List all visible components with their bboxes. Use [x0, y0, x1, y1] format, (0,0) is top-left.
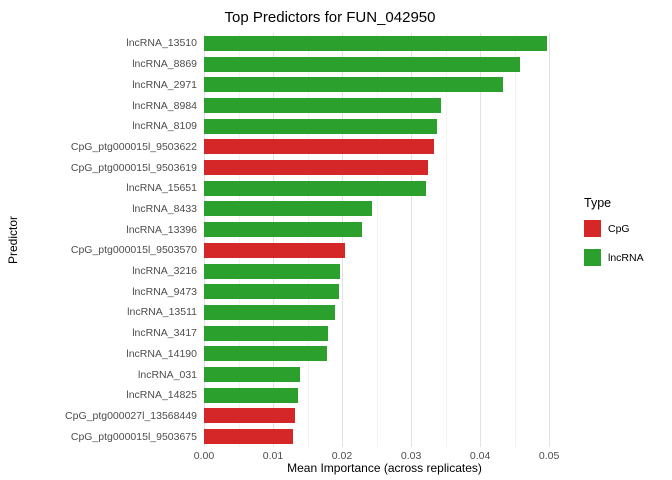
chart-title: Top Predictors for FUN_042950 [224, 9, 436, 26]
y-tick-label: CpG_ptg000015l_9503570 [70, 244, 197, 257]
gridline [273, 33, 274, 447]
bar-CpG_ptg000015l_9503622 [204, 139, 434, 155]
bar-lncRNA_9473 [204, 284, 340, 300]
y-tick-label: lncRNA_14190 [126, 347, 197, 360]
y-tick-label: lncRNA_13510 [126, 37, 197, 50]
y-tick-label: lncRNA_8869 [132, 58, 197, 70]
legend-title: Type [584, 196, 612, 210]
bar-lncRNA_8433 [204, 201, 372, 217]
x-axis-tick-labels: 0.00 0.01 0.02 0.03 0.04 0.05 [194, 450, 565, 464]
bar-lncRNA_13510 [204, 35, 548, 51]
y-tick-label: CpG_ptg000015l_9503622 [70, 140, 197, 153]
x-tick-label: 0.02 [331, 450, 353, 462]
y-tick-label: lncRNA_14825 [126, 389, 197, 402]
bar-lncRNA_3417 [204, 325, 329, 341]
bar-lncRNA_8984 [204, 98, 441, 113]
y-tick-label: lncRNA_15651 [126, 182, 197, 195]
x-tick-label: 0.04 [469, 450, 491, 462]
bar-lncRNA_14825 [204, 387, 298, 403]
gridline [342, 33, 343, 447]
gridline [549, 33, 551, 447]
y-tick-label: lncRNA_13511 [127, 306, 197, 319]
bar-lncRNA_8869 [204, 56, 521, 72]
gridline [411, 33, 413, 447]
x-tick-label: 0.05 [538, 450, 560, 462]
y-axis-tick-labels: lncRNA_13510 lncRNA_8869 lncRNA_2971 lncRNA… [0, 33, 197, 447]
plot-panel [204, 33, 565, 447]
legend: Type CpG lncRNA [584, 196, 644, 278]
y-tick-label: CpG_ptg000015l_9503619 [70, 161, 197, 174]
gridline [376, 33, 378, 447]
legend-label: CpG [608, 222, 630, 235]
bar-lncRNA_13396 [204, 222, 363, 238]
bar-CpG_ptg000015l_9503570 [204, 242, 345, 258]
x-tick-label: 0.01 [262, 450, 284, 462]
bar-CpG_ptg000015l_9503619 [204, 160, 429, 175]
legend-entry-CpG: CpG [584, 220, 644, 237]
x-tick-label: 0.00 [193, 450, 215, 462]
y-tick-label: lncRNA_9473 [132, 285, 197, 298]
gridline [514, 33, 516, 447]
y-tick-label: lncRNA_8984 [132, 99, 197, 112]
gridline [480, 33, 482, 447]
y-tick-label: CpG_ptg000027l_13568449 [65, 409, 197, 422]
bar-lncRNA_13511 [204, 304, 336, 320]
bar-CpG_ptg000027l_13568449 [204, 408, 296, 424]
bar-lncRNA_15651 [204, 180, 427, 196]
y-tick-label: lncRNA_8433 [132, 202, 197, 215]
gridline [307, 33, 309, 447]
bar-lncRNA_8109 [204, 118, 438, 134]
gridline [445, 33, 447, 447]
y-tick-label: lncRNA_031 [138, 368, 197, 381]
bar-lncRNA_14190 [204, 346, 327, 362]
bar-lncRNA_3216 [204, 263, 340, 279]
legend-label: lncRNA [608, 251, 644, 264]
y-tick-label: lncRNA_3417 [132, 327, 197, 340]
bar-CpG_ptg000015l_9503675 [204, 429, 293, 445]
gridline [238, 33, 240, 447]
y-tick-label: lncRNA_2971 [132, 78, 197, 91]
legend-entries: CpG lncRNA [584, 220, 644, 266]
gridline [204, 33, 205, 447]
x-tick-label: 0.03 [400, 450, 422, 462]
bar-lncRNA_2971 [204, 77, 503, 93]
legend-entry-lncRNA: lncRNA [584, 249, 644, 266]
y-tick-label: lncRNA_3216 [132, 265, 197, 277]
y-tick-label: lncRNA_8109 [132, 120, 197, 133]
legend-swatch-lncRNA [584, 249, 601, 266]
y-tick-label: lncRNA_13396 [126, 223, 197, 236]
y-tick-label: CpG_ptg000015l_9503675 [70, 430, 197, 443]
bar-lncRNA_031 [204, 367, 300, 383]
x-axis-title: Mean Importance (across replicates) [287, 461, 482, 475]
legend-swatch-CpG [584, 220, 601, 237]
